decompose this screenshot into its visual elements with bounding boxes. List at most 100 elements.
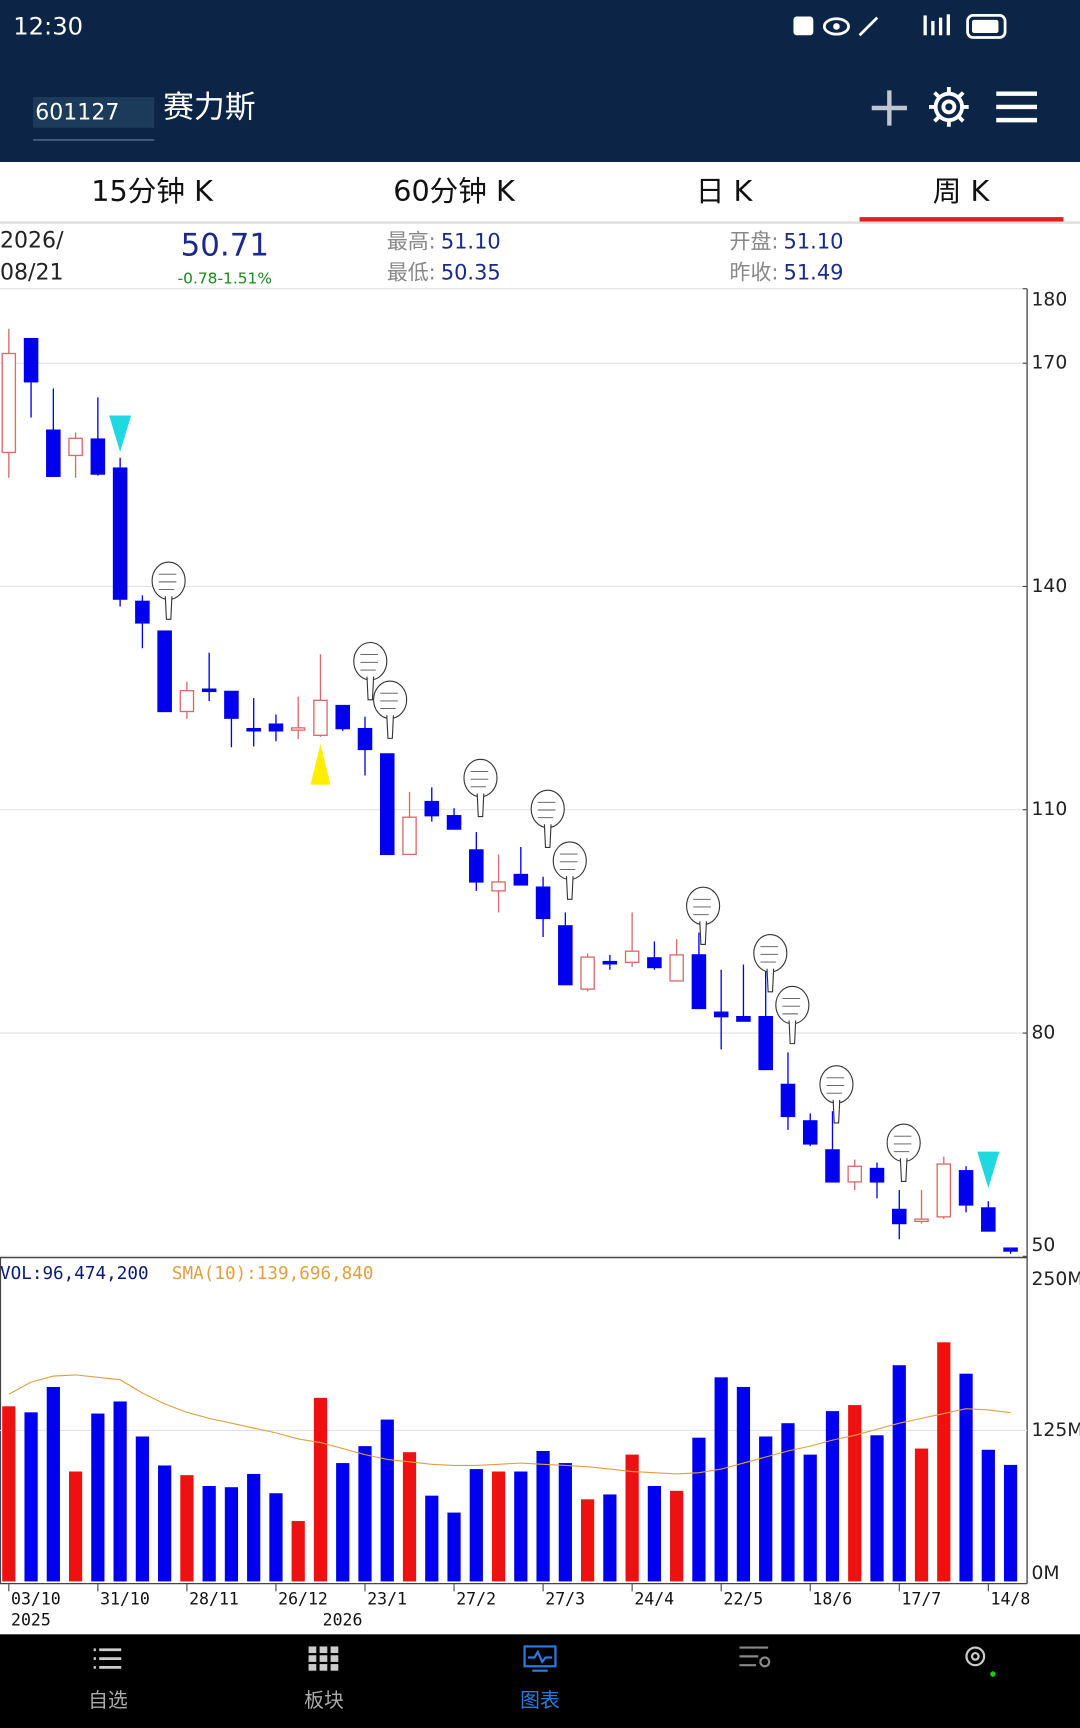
stock-name: 赛力斯 <box>163 90 256 126</box>
candle-body <box>179 689 195 713</box>
menu-button[interactable] <box>996 91 1038 123</box>
hand-palm <box>353 641 388 681</box>
volume-bar <box>580 1499 595 1582</box>
volume-bar <box>670 1490 684 1582</box>
high-label: 最高: <box>387 229 436 253</box>
candle-body <box>157 630 172 713</box>
nav-label[interactable]: 板块 <box>304 1689 344 1712</box>
candle-body <box>1003 1247 1018 1252</box>
candle-body <box>268 723 284 732</box>
hand-lines <box>158 573 177 591</box>
quote-date: 08/21 <box>0 260 64 285</box>
candle-body <box>758 1016 773 1071</box>
x-tick-label: 24/4 <box>634 1590 674 1609</box>
volume-bar <box>625 1454 639 1582</box>
x-tick-label: 03/10 <box>11 1590 61 1609</box>
candle-body <box>335 704 351 730</box>
y-tick-label: 250M <box>1032 1269 1080 1290</box>
signal-hand <box>373 680 408 739</box>
candle-body <box>424 800 440 817</box>
y-tick-label: 140 <box>1032 576 1068 597</box>
add-button[interactable] <box>871 90 907 126</box>
volume-bar <box>759 1436 773 1582</box>
y-tick-label: 110 <box>1032 799 1068 820</box>
candle-body <box>90 438 106 475</box>
candle-body <box>647 957 662 969</box>
signal-hand <box>686 886 721 945</box>
hand-palm <box>151 561 186 601</box>
legend-sma: SMA(10):139,696,840 <box>172 1264 374 1284</box>
code-box[interactable] <box>33 96 155 128</box>
x-tick-label: 18/6 <box>812 1590 852 1609</box>
price-change: -0.78-1.51% <box>178 269 272 287</box>
nav-icon-chart[interactable] <box>523 1645 557 1672</box>
candle-body <box>491 881 506 892</box>
candle-body <box>713 1011 729 1018</box>
hand-lines <box>380 692 398 710</box>
prev-label: 昨收: <box>730 260 779 284</box>
candle-body <box>357 727 373 751</box>
volume-bar <box>247 1473 261 1582</box>
volume-bar <box>714 1377 728 1582</box>
hand-palm <box>552 841 587 880</box>
volume-bar <box>425 1495 439 1582</box>
volume-bar <box>647 1486 662 1582</box>
candle-body <box>513 873 529 886</box>
hand-finger <box>386 715 394 739</box>
tab[interactable]: 15分钟 K <box>91 174 214 208</box>
volume-bar <box>514 1471 528 1582</box>
hand-finger <box>832 1099 841 1124</box>
volume-bar <box>2 1406 16 1582</box>
low-label: 最低: <box>387 260 436 284</box>
volume-bar <box>892 1365 906 1582</box>
x-tick-label: 27/3 <box>545 1590 585 1609</box>
hand-palm <box>753 933 788 973</box>
nav-icon-watchlist[interactable] <box>93 1648 122 1669</box>
candle-body <box>580 956 595 990</box>
nav-icon-news[interactable] <box>739 1646 771 1668</box>
hand-palm <box>373 680 408 720</box>
volume-bar <box>336 1463 350 1582</box>
legend-vol: VOL:96,474,200 <box>0 1264 149 1284</box>
candle-body <box>224 690 239 719</box>
signal-hand <box>353 641 388 701</box>
tab-bar: 15分钟 K 60分钟 K 日 K 周 K <box>91 174 990 208</box>
volume-bar <box>603 1494 617 1582</box>
volume-bar <box>402 1452 417 1582</box>
hand-finger <box>164 596 173 620</box>
volume-bar <box>491 1471 506 1582</box>
candle-body <box>914 1218 929 1223</box>
tab[interactable]: 60分钟 K <box>393 174 516 208</box>
candle-body <box>936 1163 952 1218</box>
nav-icon-settings[interactable] <box>965 1646 996 1677</box>
candle-body <box>981 1207 996 1232</box>
nav-label[interactable]: 自选 <box>88 1689 128 1712</box>
volume-bar <box>848 1405 862 1582</box>
stock-code[interactable]: 601127 <box>35 101 119 126</box>
nav-icon-sectors[interactable] <box>308 1646 339 1671</box>
volume-bar <box>46 1386 60 1582</box>
candle-body <box>23 337 39 383</box>
signal-arrow <box>109 415 132 452</box>
x-tick-label: 26/12 <box>278 1590 328 1609</box>
signal-arrow <box>977 1151 1000 1188</box>
tab[interactable]: 日 K <box>696 174 754 208</box>
hand-lines <box>826 1077 845 1094</box>
volume-bar <box>24 1412 38 1582</box>
settings-button[interactable] <box>929 87 969 127</box>
open-label: 开盘: <box>730 229 779 253</box>
nav-label[interactable]: 图表 <box>520 1689 560 1712</box>
hand-finger <box>766 968 775 993</box>
prev-value: 51.49 <box>784 260 844 284</box>
signal-hand <box>775 985 810 1045</box>
volume-bar <box>91 1413 105 1582</box>
candle-body <box>379 753 395 856</box>
candle-body <box>780 1083 796 1118</box>
candle-body <box>46 429 61 477</box>
hand-lines <box>782 998 801 1015</box>
tab[interactable]: 周 K <box>933 174 991 208</box>
hand-palm <box>463 758 498 798</box>
volume-bar <box>803 1454 817 1582</box>
signal-hand <box>463 758 498 818</box>
